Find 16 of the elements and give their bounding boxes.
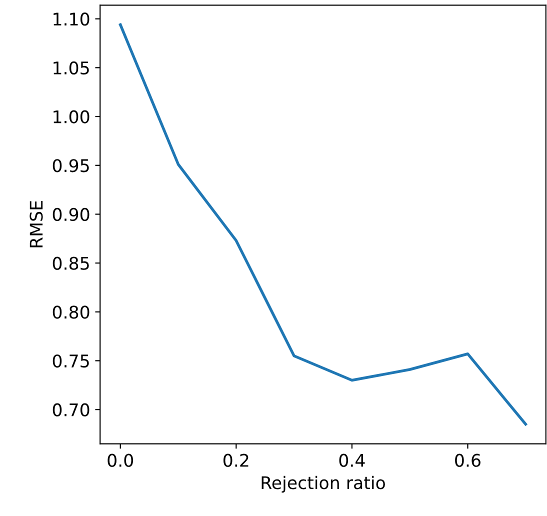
y-tick-label: 0.75 bbox=[52, 354, 89, 368]
y-tick-label: 1.10 bbox=[54, 12, 90, 26]
y-tick-label: 0.90 bbox=[52, 208, 90, 222]
line-series bbox=[118, 23, 528, 426]
y-tick-label: 0.85 bbox=[52, 256, 89, 270]
y-tick-label: 0.95 bbox=[52, 159, 89, 172]
y-axis-title: RMSE bbox=[30, 201, 43, 248]
y-tick-label: 1.00 bbox=[54, 110, 90, 124]
x-axis-title: Rejection ratio bbox=[262, 476, 385, 493]
y-tick-label: 0.80 bbox=[52, 306, 90, 319]
y-tick-label: 0.70 bbox=[52, 403, 90, 416]
x-tick-label: 0.6 bbox=[455, 454, 480, 467]
x-tick-label: 0.4 bbox=[339, 454, 365, 467]
x-tick-label: 0.0 bbox=[108, 454, 134, 467]
x-tick-label: 0.2 bbox=[224, 454, 248, 467]
y-tick-label: 1.05 bbox=[54, 61, 89, 75]
